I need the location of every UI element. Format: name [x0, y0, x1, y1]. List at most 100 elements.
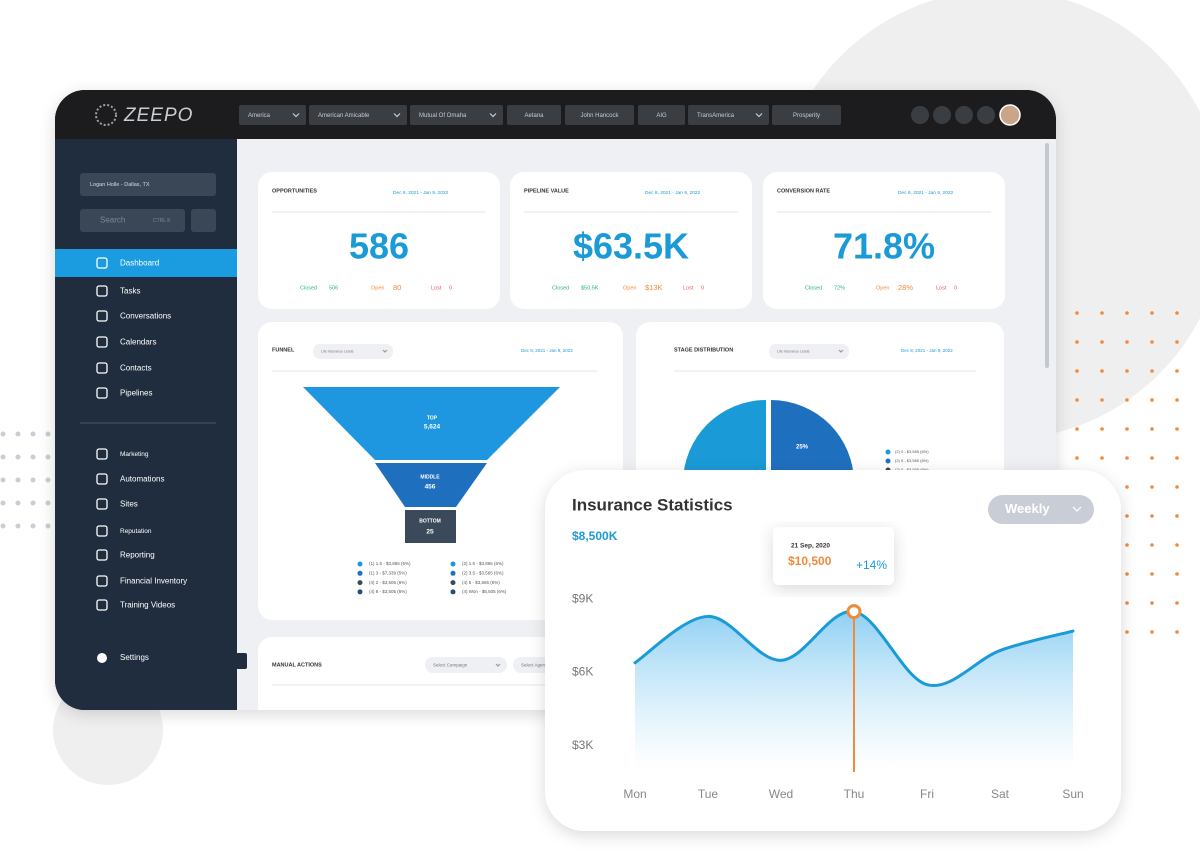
dot: [1100, 456, 1104, 460]
menu-item[interactable]: Conversations: [120, 312, 171, 321]
select[interactable]: [425, 657, 507, 673]
header-icon[interactable]: [977, 106, 995, 124]
kpi-card: [258, 172, 500, 309]
tab-label[interactable]: Mutual Of Omaha: [419, 113, 467, 119]
dot: [1175, 369, 1179, 373]
kpi-value: 71.8%: [833, 226, 935, 267]
card-title: STAGE DISTRIBUTION: [674, 347, 733, 353]
search-shortcut: CTRL K: [153, 218, 171, 224]
dot: [1150, 543, 1154, 547]
x-tick-label: Tue: [698, 787, 719, 801]
header-icon[interactable]: [933, 106, 951, 124]
legend-dot: [357, 570, 363, 576]
card-date: Dec 8, 2021 - Jan 9, 2022: [521, 348, 573, 353]
kpi-stat-label: Lost: [431, 285, 442, 291]
menu-icon: [96, 310, 108, 322]
menu-item[interactable]: Settings: [120, 653, 149, 662]
scrollbar: [1045, 143, 1049, 368]
dot: [1100, 311, 1104, 315]
tab-label[interactable]: Prosperity: [793, 113, 820, 119]
x-tick-label: Sat: [991, 787, 1010, 801]
menu-icon: [96, 257, 108, 269]
menu-item[interactable]: Marketing: [120, 451, 149, 458]
search-box[interactable]: [80, 209, 185, 232]
dot: [1175, 398, 1179, 402]
menu-item[interactable]: Sites: [120, 500, 138, 509]
legend-dot: [450, 570, 456, 576]
legend-label: (2) 0 - $3,565 (6%): [895, 467, 929, 472]
tab-label[interactable]: TransAmerica: [697, 113, 735, 119]
location-select[interactable]: [80, 173, 216, 196]
menu-item[interactable]: Calendars: [120, 338, 156, 347]
chevron: [393, 113, 401, 118]
dot: [30, 477, 36, 483]
period-select[interactable]: Weekly: [988, 495, 1094, 524]
card-date: Dec 8, 2021 - Jan 9, 2022: [901, 348, 953, 353]
chevron: [755, 113, 763, 118]
tab-label[interactable]: American Amicable: [318, 113, 370, 119]
header-tab[interactable]: John Hancock: [565, 105, 634, 125]
legend-dot: [450, 589, 456, 595]
menu-icon: [96, 473, 108, 485]
header-tab[interactable]: Mutual Of Omaha: [410, 105, 503, 125]
dot: [1175, 543, 1179, 547]
x-tick-label: Wed: [769, 787, 793, 801]
header-tab[interactable]: Aetana: [507, 105, 561, 125]
legend-dot: [885, 449, 891, 455]
y-tick-label: $3K: [572, 738, 593, 752]
menu-icon: [96, 336, 108, 348]
stage-label: TOP: [427, 415, 438, 421]
dot: [1075, 427, 1079, 431]
period-pill[interactable]: [988, 495, 1094, 524]
header-tab[interactable]: American Amicable: [309, 105, 407, 125]
tab-label[interactable]: Aetana: [524, 113, 544, 119]
header-tab[interactable]: Prosperity: [772, 105, 841, 125]
menu-item[interactable]: Automations: [120, 475, 164, 484]
menu-item[interactable]: Pipelines: [120, 389, 152, 398]
dot: [30, 500, 36, 506]
period-label[interactable]: Weekly: [1005, 501, 1050, 516]
collapse-button[interactable]: [236, 653, 247, 669]
x-tick-label: Fri: [920, 787, 934, 801]
dot: [1150, 601, 1154, 605]
avatar[interactable]: [999, 104, 1021, 126]
menu-icon: [96, 525, 108, 537]
dot: [0, 431, 6, 437]
header-icon[interactable]: [911, 106, 929, 124]
dot: [30, 523, 36, 529]
menu-item[interactable]: Training Videos: [120, 601, 175, 610]
menu-item[interactable]: Financial Inventory: [120, 577, 187, 586]
menu-item[interactable]: Reputation: [120, 528, 152, 535]
tab-label[interactable]: AIG: [656, 113, 667, 119]
dot: [15, 523, 21, 529]
header-icon[interactable]: [955, 106, 973, 124]
dot: [1125, 340, 1129, 344]
kpi-stat-value: 0: [701, 285, 704, 291]
tab-label[interactable]: America: [248, 113, 271, 119]
select[interactable]: [769, 344, 849, 359]
dot: [15, 477, 21, 483]
menu-icon: [96, 285, 108, 297]
menu-item[interactable]: Reporting: [120, 551, 155, 560]
tab-label[interactable]: John Hancock: [580, 113, 619, 119]
legend-dot: [357, 580, 363, 586]
card-title: MANUAL ACTIONS: [272, 662, 322, 668]
dot: [1150, 456, 1154, 460]
header-tab[interactable]: TransAmerica: [688, 105, 769, 125]
select-label: Select Campaign: [433, 663, 468, 668]
dot: [30, 431, 36, 437]
menu-item[interactable]: Tasks: [120, 287, 140, 296]
sidebar: [55, 139, 237, 710]
kpi-stat-value: $13K: [645, 283, 663, 292]
header-tab[interactable]: America: [239, 105, 306, 125]
menu-icon: [96, 575, 108, 587]
menu-item[interactable]: Contacts: [120, 364, 152, 373]
quick-button[interactable]: [191, 209, 216, 232]
menu-item[interactable]: Dashboard: [120, 259, 159, 268]
select[interactable]: [313, 344, 393, 359]
dot: [1125, 311, 1129, 315]
dot: [1175, 311, 1179, 315]
header-tab[interactable]: AIG: [638, 105, 685, 125]
dot: [45, 454, 51, 460]
tooltip-date: 21 Sep, 2020: [791, 543, 830, 550]
